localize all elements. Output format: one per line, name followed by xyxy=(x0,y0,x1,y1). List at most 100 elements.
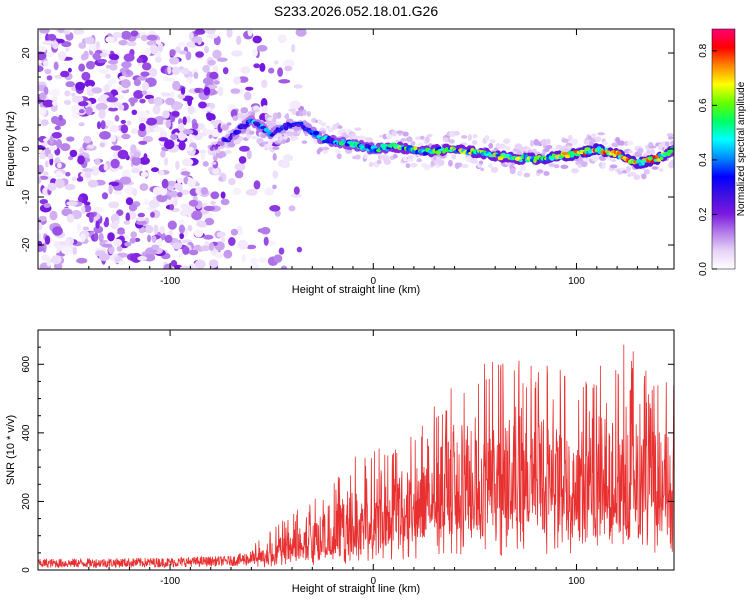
heatmap-cell xyxy=(49,157,54,166)
heatmap-cell xyxy=(85,106,93,116)
heatmap-cell xyxy=(289,100,301,110)
heatmap-cell xyxy=(162,75,170,82)
heatmap-cell xyxy=(519,165,526,171)
heatmap-cell xyxy=(243,123,250,127)
heatmap-cell xyxy=(317,119,323,125)
heatmap-cell xyxy=(38,215,47,222)
heatmap-cell xyxy=(125,197,134,206)
heatmap-cell xyxy=(220,191,226,199)
heatmap-cell xyxy=(150,211,155,218)
heatmap-cell xyxy=(141,81,149,91)
heatmap-cell xyxy=(518,159,523,163)
heatmap-cell xyxy=(38,245,45,252)
heatmap-cell xyxy=(131,168,140,174)
heatmap-cell xyxy=(563,148,571,152)
heatmap-cell xyxy=(149,68,158,77)
heatmap-cell xyxy=(108,201,120,209)
heatmap-cell xyxy=(118,39,128,46)
heatmap-cell xyxy=(238,156,247,164)
heatmap-cell xyxy=(564,155,571,159)
heatmap-cell xyxy=(625,166,632,173)
heatmap-cell xyxy=(131,109,138,116)
heatmap-cell xyxy=(107,79,117,85)
heatmap-cell xyxy=(130,30,139,37)
heatmap-cell xyxy=(42,99,55,108)
heatmap-cell xyxy=(227,141,236,148)
heatmap-cell xyxy=(280,265,288,269)
heatmap-cell xyxy=(210,200,217,205)
heatmap-cell xyxy=(84,36,95,45)
colorbar-ticks: 0.0 0.2 0.4 0.6 0.8 xyxy=(698,43,717,276)
heatmap-cell xyxy=(103,163,108,171)
heatmap-cell xyxy=(669,140,674,147)
heatmap-cell xyxy=(79,147,85,154)
heatmap-cell xyxy=(258,257,268,263)
heatmap-y-axis-label: Frequency (Hz) xyxy=(5,111,17,187)
heatmap-cell xyxy=(121,61,132,69)
heatmap-cell xyxy=(256,137,264,145)
heatmap-cell xyxy=(224,149,232,154)
heatmap-cell xyxy=(302,109,307,116)
heatmap-cell xyxy=(106,96,119,103)
heatmap-cell xyxy=(658,168,664,172)
heatmap-cell xyxy=(113,190,123,195)
heatmap-cell xyxy=(246,149,252,160)
heatmap-cell xyxy=(195,51,205,58)
heatmap-cell xyxy=(649,145,657,149)
heatmap-cell xyxy=(175,160,180,170)
heatmap-cell xyxy=(152,127,165,133)
heatmap-cell xyxy=(670,159,674,164)
heatmap-cell xyxy=(70,104,81,114)
heatmap-cell xyxy=(285,113,290,120)
heatmap-cell xyxy=(69,149,78,158)
heatmap-cell xyxy=(209,102,216,109)
heatmap-cell xyxy=(182,129,194,135)
heatmap-cell xyxy=(113,238,123,247)
heatmap-cell xyxy=(51,255,62,265)
heatmap-cell xyxy=(236,35,242,45)
heatmap-cell xyxy=(38,45,43,51)
heatmap-cell xyxy=(594,136,602,142)
heatmap-cell xyxy=(167,180,177,187)
heatmap-cell xyxy=(153,96,163,107)
heatmap-cell xyxy=(153,224,159,235)
heatmap-cell xyxy=(245,189,258,196)
colorbar: 0.0 0.2 0.4 0.6 0.8 Normalized spectral ampl… xyxy=(698,28,747,276)
heatmap-cell xyxy=(597,132,605,136)
heatmap-cell xyxy=(231,133,236,137)
heatmap-cell xyxy=(253,180,261,190)
heatmap-cell xyxy=(131,156,141,166)
heatmap-cell xyxy=(193,72,199,79)
heatmap-cell xyxy=(320,122,327,127)
heatmap-cell xyxy=(256,45,268,52)
heatmap-cell xyxy=(384,155,390,161)
heatmap-cell xyxy=(194,259,206,269)
heatmap-cell xyxy=(169,49,176,57)
heatmap-cell xyxy=(396,130,404,134)
heatmap-cell xyxy=(133,79,141,87)
heatmap-cell xyxy=(580,160,588,168)
heatmap-cell xyxy=(182,116,187,125)
heatmap-cell xyxy=(336,153,342,160)
heatmap-cell xyxy=(99,142,105,148)
heatmap-cell xyxy=(107,232,115,242)
heatmap-cell xyxy=(163,157,169,166)
heatmap-cell xyxy=(355,154,361,160)
heatmap-cell xyxy=(208,242,215,251)
heatmap-cell xyxy=(277,67,283,77)
heatmap-cell xyxy=(165,97,175,106)
heatmap-cell xyxy=(157,42,164,53)
heatmap-cell xyxy=(203,205,215,212)
heatmap-cell xyxy=(170,133,178,141)
heatmap-cell xyxy=(611,159,617,162)
heatmap-cell xyxy=(130,98,135,107)
heatmap-cell xyxy=(39,175,49,180)
heatmap-cell xyxy=(200,152,206,161)
heatmap-cell xyxy=(54,74,63,79)
heatmap-cell xyxy=(163,263,173,269)
heatmap-cell xyxy=(38,232,42,241)
heatmap-cell xyxy=(509,167,516,175)
heatmap-cell xyxy=(119,176,132,185)
heatmap-cell xyxy=(103,220,110,228)
heatmap-cell xyxy=(260,227,271,235)
